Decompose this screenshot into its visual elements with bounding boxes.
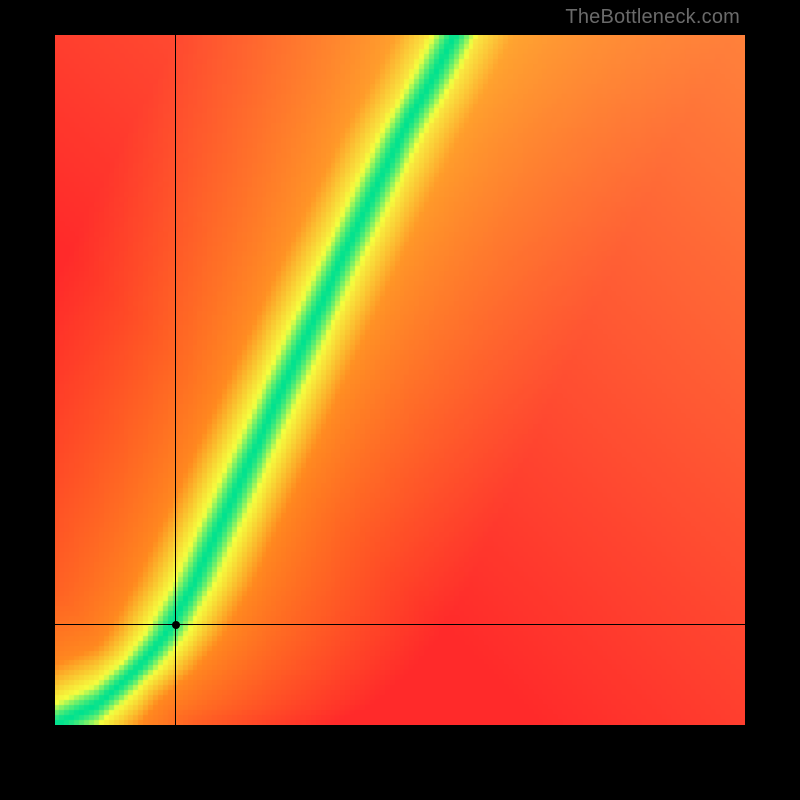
plot-area [55, 35, 745, 725]
watermark-label: TheBottleneck.com [565, 6, 740, 29]
bottleneck-heatmap [55, 35, 745, 725]
selection-marker [172, 621, 180, 629]
chart-container: TheBottleneck.com [0, 0, 800, 800]
crosshair-horizontal [55, 624, 745, 625]
